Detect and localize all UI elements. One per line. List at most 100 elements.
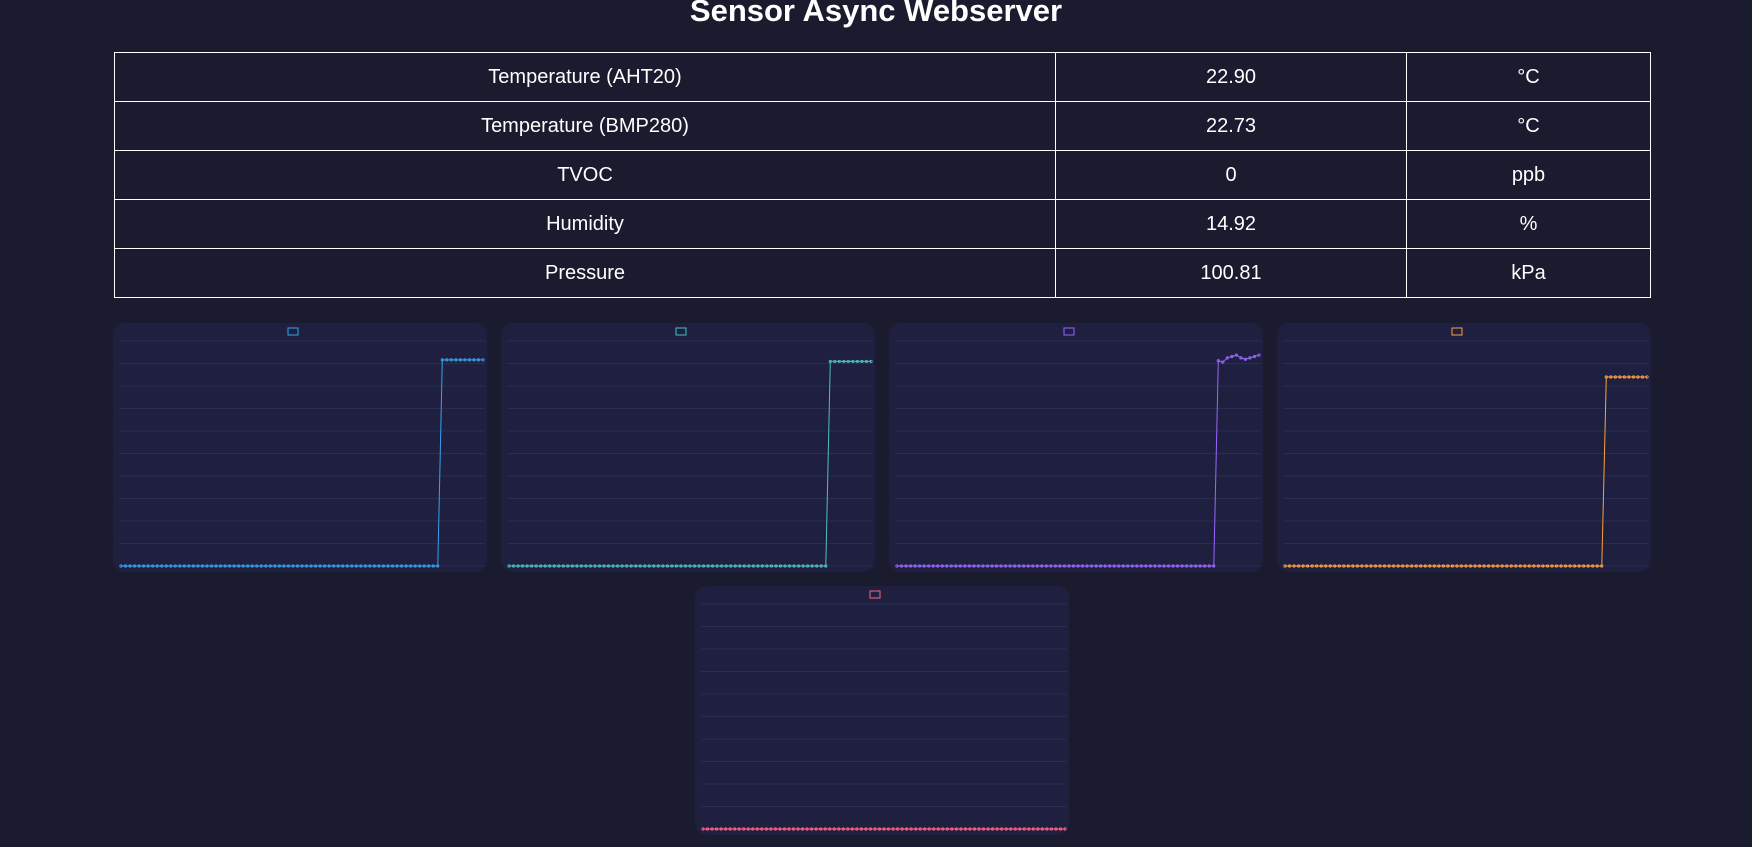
undefined xyxy=(675,327,687,336)
undefined xyxy=(769,564,774,568)
undefined xyxy=(1157,564,1162,568)
undefined xyxy=(137,564,141,568)
undefined xyxy=(1040,827,1044,831)
undefined xyxy=(815,564,819,568)
undefined xyxy=(985,564,990,568)
undefined xyxy=(697,564,701,568)
undefined xyxy=(246,564,250,568)
undefined xyxy=(1468,564,1473,568)
undefined xyxy=(1216,359,1220,363)
undefined xyxy=(1487,564,1491,568)
undefined xyxy=(1559,564,1563,568)
undefined xyxy=(1360,564,1364,568)
undefined xyxy=(345,564,349,568)
undefined xyxy=(146,564,150,568)
undefined xyxy=(1509,564,1513,568)
undefined xyxy=(1333,564,1337,568)
undefined xyxy=(927,564,931,568)
undefined xyxy=(1180,564,1184,568)
undefined xyxy=(900,827,904,831)
undefined xyxy=(525,564,529,568)
undefined xyxy=(995,827,999,831)
reading-label: Pressure xyxy=(114,248,1056,298)
undefined xyxy=(1054,827,1058,831)
reading-unit: % xyxy=(1406,199,1651,249)
undefined xyxy=(755,827,759,831)
undefined xyxy=(1252,354,1257,359)
undefined xyxy=(1622,375,1626,379)
undefined xyxy=(332,564,336,568)
undefined xyxy=(1477,564,1482,568)
undefined xyxy=(350,564,354,568)
undefined xyxy=(981,564,985,568)
undefined xyxy=(737,827,741,831)
undefined xyxy=(132,564,137,568)
undefined xyxy=(196,564,200,568)
undefined xyxy=(476,358,481,362)
undefined xyxy=(1369,564,1373,568)
undefined xyxy=(1239,356,1243,360)
undefined xyxy=(530,564,534,568)
undefined xyxy=(999,564,1003,568)
undefined xyxy=(309,564,313,568)
undefined xyxy=(1351,564,1355,568)
undefined xyxy=(927,827,931,831)
reading-value: 22.73 xyxy=(1055,101,1407,151)
undefined xyxy=(1287,564,1292,568)
undefined xyxy=(751,827,755,831)
undefined xyxy=(408,564,413,568)
undefined xyxy=(1550,564,1554,568)
undefined xyxy=(588,564,593,568)
undefined xyxy=(1554,564,1559,568)
undefined xyxy=(800,827,805,831)
undefined xyxy=(1018,827,1022,831)
undefined xyxy=(1604,375,1608,379)
undefined xyxy=(661,564,665,568)
undefined xyxy=(674,564,679,568)
undefined xyxy=(1459,564,1464,568)
undefined xyxy=(1292,564,1296,568)
undefined xyxy=(692,564,697,568)
undefined xyxy=(164,564,168,568)
undefined xyxy=(1451,327,1463,336)
undefined xyxy=(994,564,999,568)
readings-table: Temperature (AHT20) 22.90 °C Temperature… xyxy=(114,52,1651,298)
undefined xyxy=(1342,564,1346,568)
undefined xyxy=(1545,564,1550,568)
undefined xyxy=(413,564,417,568)
chart-svg xyxy=(1283,327,1649,568)
undefined xyxy=(1514,564,1518,568)
undefined xyxy=(670,564,674,568)
undefined xyxy=(897,354,1260,567)
undefined xyxy=(228,564,232,568)
undefined xyxy=(886,827,891,831)
page-title: Sensor Async Webserver xyxy=(689,0,1063,28)
undefined xyxy=(458,358,462,362)
reading-label: TVOC xyxy=(114,150,1056,200)
undefined xyxy=(841,827,845,831)
undefined xyxy=(1364,564,1369,568)
undefined xyxy=(1175,564,1180,568)
undefined xyxy=(796,564,801,568)
undefined xyxy=(918,827,922,831)
undefined xyxy=(728,827,732,831)
undefined xyxy=(1378,564,1382,568)
undefined xyxy=(223,564,227,568)
undefined xyxy=(182,564,186,568)
undefined xyxy=(981,827,986,831)
undefined xyxy=(1112,564,1116,568)
undefined xyxy=(1008,564,1012,568)
undefined xyxy=(291,564,295,568)
undefined xyxy=(121,359,483,567)
undefined xyxy=(1000,827,1004,831)
undefined xyxy=(1392,564,1396,568)
undefined xyxy=(940,564,944,568)
undefined xyxy=(1234,353,1238,357)
undefined xyxy=(905,827,909,831)
undefined xyxy=(295,564,300,568)
undefined xyxy=(178,564,182,568)
undefined xyxy=(1166,564,1171,568)
undefined xyxy=(1225,356,1229,360)
undefined xyxy=(806,564,810,568)
table-row: Temperature (BMP280) 22.73 °C xyxy=(114,101,1651,151)
